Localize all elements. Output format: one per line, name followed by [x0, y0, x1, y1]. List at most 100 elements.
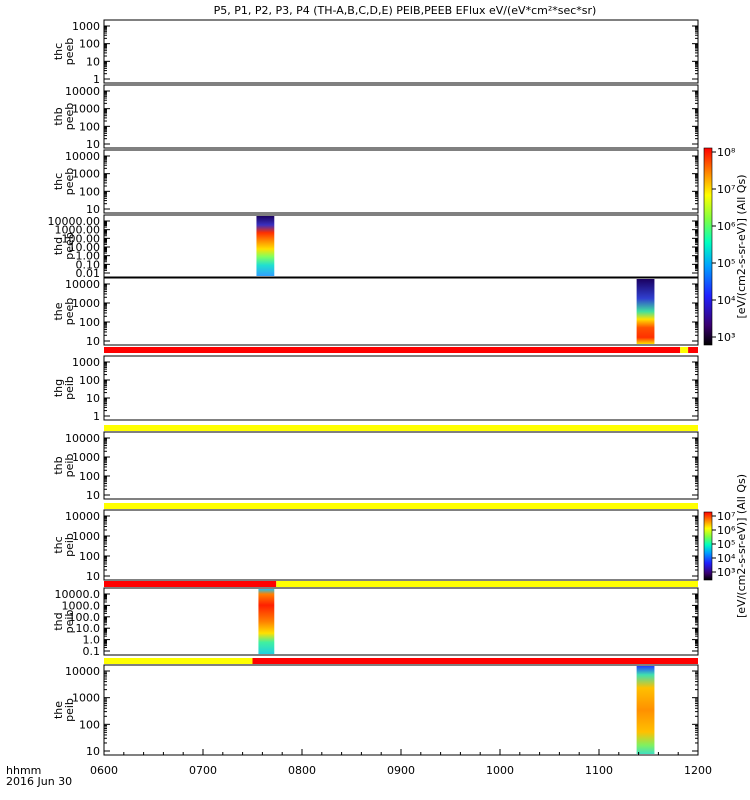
y-tick-label: 1000.0: [62, 599, 101, 612]
flag-segment-yellow: [680, 347, 689, 353]
colorbar-tick-label: 10⁶: [717, 220, 736, 233]
panel-label-probe: thg: [52, 379, 65, 397]
flag-segment-red: [688, 347, 698, 353]
panel-label-product: peib: [63, 376, 76, 400]
panel-label-product: peib: [63, 454, 76, 478]
panel-frame: [103, 19, 699, 84]
flag-segment-yellow: [104, 425, 698, 431]
y-tick-label: 10: [86, 489, 100, 502]
y-tick-label: 10: [86, 745, 100, 758]
panel-frame: [103, 149, 699, 214]
y-tick-label: 10: [86, 55, 100, 68]
colorbar-tick-label: 10⁴: [717, 552, 736, 565]
panels-layer: 1000100101thcpeeb10000100010010thbpeeb10…: [48, 19, 699, 758]
panel-label-product: peeb: [63, 168, 76, 196]
y-tick-label: 10000: [65, 665, 100, 678]
x-axis-label-hhmm: hhmm: [6, 764, 41, 777]
flag-segment-yellow: [104, 503, 698, 509]
flag-bar: [104, 503, 698, 509]
panel-frame: [103, 214, 699, 278]
y-tick-label: 0.1: [83, 645, 101, 658]
panel-frame: [103, 277, 699, 346]
y-tick-label: 10: [86, 392, 100, 405]
panel-label-product: peeb: [63, 298, 76, 326]
spectrogram-span-the-peib: [636, 666, 655, 754]
y-tick-label: 10000.00: [48, 215, 101, 228]
panel-frame: [103, 431, 699, 500]
y-tick-label: 10: [86, 570, 100, 583]
y-tick-label: 0.01: [76, 267, 101, 280]
spectrogram-span-thd-peeb: [256, 216, 275, 276]
panel-label-product: peeb: [63, 103, 76, 131]
x-axis-label-date: 2016 Jun 30: [6, 775, 72, 788]
flag-bar: [104, 581, 698, 587]
y-tick-label: 10.0: [76, 622, 101, 635]
y-tick-label: 10: [86, 138, 100, 151]
panel-label-product: peib: [63, 533, 76, 557]
flag-bar: [104, 425, 698, 431]
x-axis: 0600 0700 0800 0900 1000 1100 1200: [90, 749, 712, 777]
y-tick-label: 10000: [65, 432, 100, 445]
panel-frame: [103, 587, 699, 656]
spectrogram-spans: [256, 216, 655, 754]
x-tick-label: 0900: [387, 764, 415, 777]
y-tick-label: 100: [79, 185, 100, 198]
panel-label-probe: thb: [52, 456, 65, 474]
y-tick-label: 10000: [65, 510, 100, 523]
panel-label-product: peib: [63, 610, 76, 634]
panel-label-probe: thb: [52, 107, 65, 125]
panel-label-probe: thc: [52, 536, 65, 553]
y-tick-label: 1.00: [76, 250, 101, 263]
flag-segment-yellow: [276, 581, 698, 587]
spectrogram-span-the-peeb: [636, 279, 655, 344]
colorbar-tick-label: 10³: [717, 331, 735, 344]
panel-label-probe: the: [52, 701, 65, 719]
y-tick-label: 100: [79, 718, 100, 731]
figure-title: P5, P1, P2, P3, P4 (TH-A,B,C,D,E) PEIB,P…: [214, 4, 597, 17]
panel-frame: [103, 84, 699, 149]
y-tick-label: 100: [79, 120, 100, 133]
x-tick-label: 0800: [288, 764, 316, 777]
y-tick-label: 100.00: [62, 232, 101, 245]
y-tick-label: 10: [86, 203, 100, 216]
y-tick-label: 100: [79, 38, 100, 51]
colorbar-tick-label: 10⁷: [717, 510, 735, 523]
colorbar-ramp: [703, 511, 713, 581]
flag-segment-red: [104, 347, 681, 353]
y-tick-label: 0.10: [76, 258, 101, 271]
y-tick-label: 1000: [72, 530, 100, 543]
panel-frame: [103, 509, 699, 581]
x-tick-label: 0600: [90, 764, 118, 777]
colorbar-ramp: [703, 147, 713, 346]
colorbar-tick-label: 10⁴: [717, 294, 736, 307]
y-tick-label: 1: [93, 73, 100, 86]
y-tick-label: 100: [79, 374, 100, 387]
y-tick-label: 1000: [72, 692, 100, 705]
y-tick-label: 1: [93, 410, 100, 423]
y-tick-label: 1000: [72, 168, 100, 181]
colorbar-tick-label: 10⁷: [717, 183, 735, 196]
panel-label-product: peeb: [63, 38, 76, 66]
y-tick-label: 1000: [72, 297, 100, 310]
colorbar-tick-label: 10⁶: [717, 524, 736, 537]
y-tick-label: 10000: [65, 278, 100, 291]
panel-label-probe: thd: [52, 612, 65, 630]
y-tick-label: 1000.00: [55, 224, 101, 237]
colorbar-tick-label: 10⁵: [717, 538, 735, 551]
colorbar-label: [eV/(cm2-s-sr-eV)] (All Qs): [735, 474, 748, 618]
flag-bars: [104, 347, 698, 664]
colorbar-tick-label: 10³: [717, 566, 735, 579]
y-tick-label: 100: [79, 470, 100, 483]
flag-bar: [104, 347, 698, 353]
colorbar-tick-label: 10⁵: [717, 257, 735, 270]
panel-frame: [103, 664, 699, 756]
